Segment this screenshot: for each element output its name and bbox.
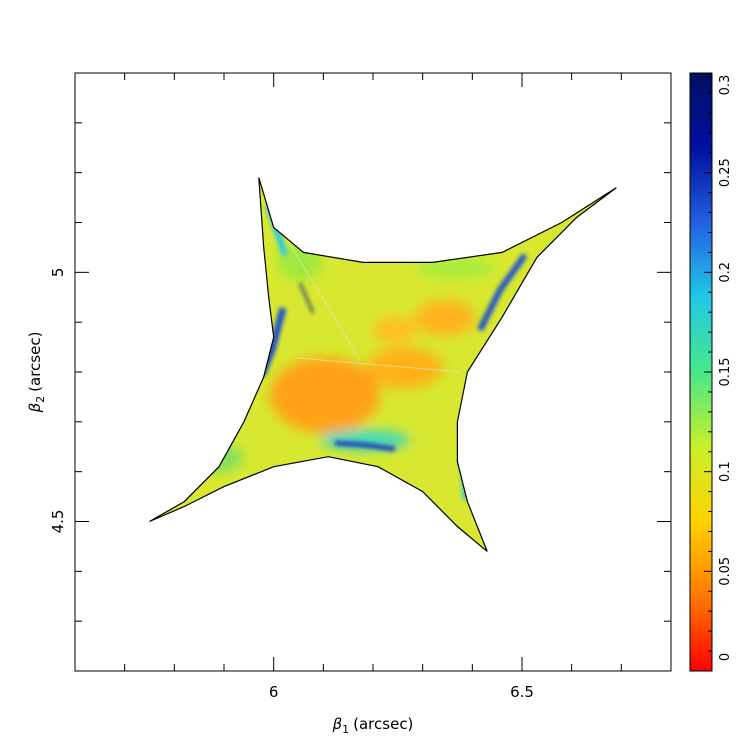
caustic-outline — [149, 177, 617, 552]
colorbar-tick-label: 0.3 — [718, 75, 733, 96]
x-ticks — [124, 73, 622, 671]
heat-blob-green-3 — [415, 258, 495, 278]
edge-blue-right — [477, 253, 528, 332]
fold-line-1 — [279, 227, 361, 361]
colorbar-tick-label: 0.25 — [718, 158, 733, 187]
heat-blob-orange-3 — [415, 300, 475, 336]
colorbar-tick-label: 0 — [718, 653, 733, 661]
heatmap-region — [149, 177, 617, 552]
colorbar-tick-label: 0.1 — [718, 461, 733, 482]
colorbar-ticks — [704, 92, 712, 652]
edge-darkblue-1 — [299, 282, 314, 314]
fold-line-2 — [297, 357, 461, 373]
x-tick-label: 6.5 — [510, 683, 534, 701]
x-axis-label: β1 (arcsec) — [332, 715, 414, 736]
x-tick-label: 6 — [269, 683, 279, 701]
heat-blob-green-2 — [187, 444, 243, 472]
edge-blue-bottom — [334, 440, 396, 452]
colorbar-tick-labels: 0 0.05 0.1 0.15 0.2 0.25 0.3 — [718, 75, 733, 661]
colorbar-tick-label: 0.15 — [718, 358, 733, 387]
y-axis-label: β2(arcsec) — [26, 332, 47, 414]
heat-blob-orange-4 — [373, 316, 417, 344]
y-tick-label: 4.5 — [49, 510, 67, 534]
y-tick-label: 5 — [49, 268, 67, 278]
heat-blob-orange-2 — [367, 348, 443, 388]
colorbar-tick-label: 0.2 — [718, 262, 733, 283]
y-tick-labels: 4.55 — [49, 268, 67, 534]
colorbar-tick-label: 0.05 — [718, 557, 733, 586]
heat-blob-orange-1 — [270, 357, 380, 433]
y-ticks — [75, 122, 671, 622]
edge-cyan-right — [459, 454, 468, 501]
x-tick-labels: 6 6.5 — [269, 683, 534, 701]
